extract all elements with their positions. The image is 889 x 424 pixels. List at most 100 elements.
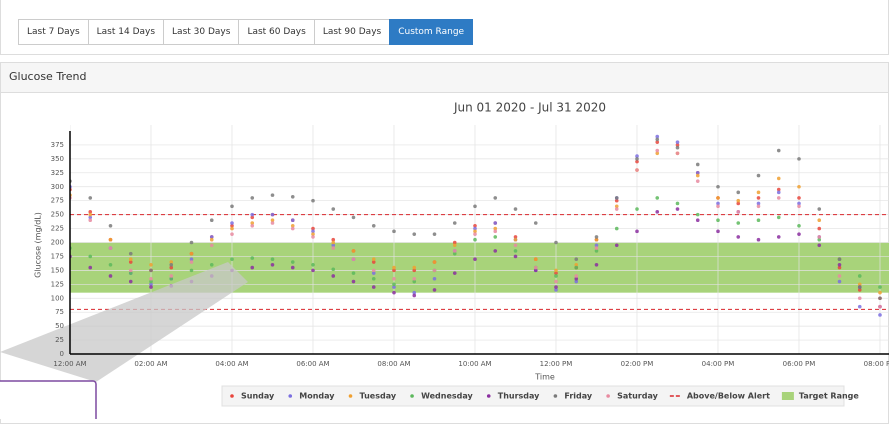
data-point — [655, 210, 660, 214]
data-point — [412, 232, 417, 236]
data-point — [311, 268, 315, 273]
x-tick-label: 12:00 AM — [53, 360, 86, 368]
legend-label: Tuesday — [360, 392, 397, 401]
data-point — [452, 240, 457, 245]
data-point — [878, 285, 882, 289]
data-point — [331, 274, 336, 278]
data-point — [331, 246, 336, 250]
data-point — [311, 226, 315, 231]
data-point — [574, 265, 579, 270]
data-point — [311, 229, 315, 234]
range-button[interactable]: Last 30 Days — [163, 19, 240, 45]
legend-label: Friday — [564, 392, 593, 401]
panel-title: Glucose Trend — [1, 63, 888, 93]
y-tick-label: 0 — [60, 350, 64, 358]
data-point — [250, 256, 255, 260]
data-point — [655, 148, 660, 153]
data-point — [675, 201, 680, 206]
range-button[interactable]: Last 14 Days — [87, 19, 165, 45]
data-point — [695, 212, 700, 217]
data-point — [290, 260, 295, 264]
data-point — [230, 221, 234, 225]
data-point — [392, 265, 396, 270]
data-point — [878, 296, 882, 301]
data-point — [169, 263, 174, 267]
data-point — [88, 218, 93, 222]
data-point — [594, 243, 599, 248]
data-point — [371, 285, 376, 289]
data-point — [392, 268, 396, 273]
data-point — [392, 229, 396, 234]
data-point — [452, 249, 457, 253]
data-point — [533, 221, 538, 225]
legend-label: Saturday — [617, 392, 659, 401]
data-point — [250, 223, 255, 228]
data-point — [230, 257, 234, 262]
data-point — [392, 290, 396, 295]
data-point — [250, 196, 255, 200]
y-tick-label: 200 — [51, 239, 64, 247]
data-point — [554, 285, 558, 289]
data-point — [412, 290, 417, 295]
data-point — [675, 143, 680, 147]
data-point — [776, 215, 781, 220]
range-button[interactable]: Last 90 Days — [313, 19, 391, 45]
data-point — [452, 251, 457, 256]
data-point — [614, 198, 619, 203]
range-button[interactable]: Last 60 Days — [238, 19, 315, 45]
data-point — [554, 271, 558, 275]
data-point — [209, 218, 214, 222]
data-point — [270, 193, 275, 197]
data-point — [311, 198, 315, 203]
data-point — [695, 179, 700, 183]
data-point — [776, 187, 781, 192]
zoom-box — [0, 380, 97, 419]
y-tick-label: 150 — [51, 266, 64, 274]
data-point — [857, 285, 862, 289]
data-point — [513, 237, 518, 242]
data-point — [776, 196, 781, 200]
data-point — [817, 226, 822, 231]
data-point — [412, 279, 417, 284]
data-point — [473, 257, 477, 262]
data-point — [655, 140, 660, 144]
range-button[interactable]: Last 7 Days — [18, 19, 89, 45]
legend-marker — [288, 394, 293, 398]
data-point — [776, 148, 781, 153]
data-point — [554, 268, 558, 273]
range-button[interactable]: Custom Range — [389, 19, 474, 45]
data-point — [695, 173, 700, 178]
legend-label: Monday — [299, 392, 335, 401]
data-point — [736, 210, 741, 214]
data-point — [270, 263, 275, 267]
data-point — [108, 237, 113, 242]
data-point — [88, 215, 93, 220]
data-point — [614, 207, 619, 211]
data-point — [493, 235, 498, 239]
y-axis-label: Glucose (mg/dL) — [34, 212, 43, 278]
data-point — [331, 240, 336, 245]
data-point — [736, 198, 741, 203]
data-point — [675, 151, 680, 156]
data-point — [635, 159, 639, 164]
data-point — [655, 151, 660, 156]
data-point — [452, 221, 457, 225]
data-point — [149, 279, 153, 284]
data-point — [351, 215, 356, 220]
y-tick-label: 100 — [51, 294, 64, 302]
data-point — [797, 196, 801, 200]
data-point — [857, 304, 862, 309]
data-point — [635, 157, 639, 161]
data-point — [412, 293, 417, 298]
data-point — [432, 268, 437, 273]
data-point — [857, 296, 862, 301]
data-point — [189, 240, 194, 245]
data-point — [331, 237, 336, 242]
data-point — [452, 243, 457, 248]
x-tick-label: 04:00 AM — [215, 360, 248, 368]
x-tick-label: 10:00 AM — [458, 360, 491, 368]
data-point — [756, 237, 761, 242]
data-point — [635, 207, 639, 211]
data-point — [513, 207, 518, 211]
